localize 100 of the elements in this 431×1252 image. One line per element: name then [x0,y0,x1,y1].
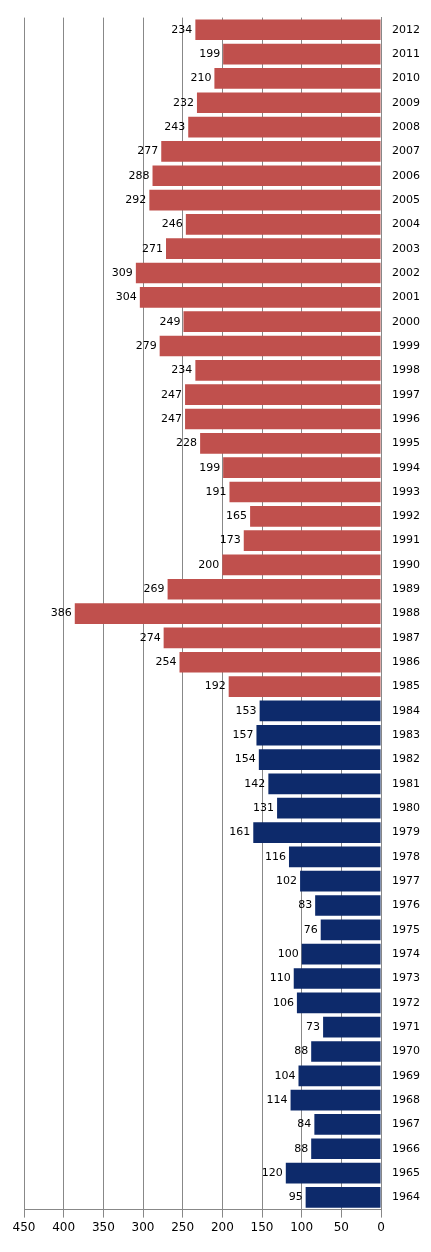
data-label: 200 [198,557,220,571]
data-label: 247 [161,411,183,425]
data-label: 120 [261,1165,283,1179]
data-label: 288 [128,168,150,182]
data-label: 199 [199,46,221,60]
y-tick-label: 1989 [392,582,421,596]
data-label: 271 [142,241,164,255]
y-tick-label: 1993 [392,484,421,498]
data-label: 292 [125,192,147,206]
x-tick-label: 100 [290,1219,314,1234]
y-tick-label: 2001 [392,290,421,304]
data-label: 84 [297,1117,312,1131]
y-tick-label: 1992 [392,509,421,523]
bar [185,384,381,405]
bar [200,432,381,454]
bar [256,724,381,746]
data-label: 386 [50,606,72,620]
y-tick-label: 2011 [392,46,421,60]
y-tick-label: 2007 [392,144,421,158]
y-tick-label: 1967 [392,1117,421,1131]
bar [214,68,381,89]
data-label: 249 [159,314,181,328]
y-tick-label: 2003 [392,241,421,255]
y-tick-label: 1966 [392,1141,421,1155]
y-tick-label: 2008 [392,119,421,133]
y-tick-label: 1988 [392,606,421,620]
bar [161,141,381,162]
bar [196,92,381,114]
y-tick-label: 2006 [392,168,421,182]
data-label: 106 [272,995,294,1009]
bar [305,1187,381,1208]
bar [323,1016,381,1038]
data-label: 142 [244,776,266,790]
bar [149,189,381,211]
bar [152,165,381,187]
bar [311,1138,381,1160]
bar [277,797,381,819]
bar [290,1089,381,1111]
bar [296,992,381,1014]
bar [311,1041,381,1062]
y-tick-label: 2000 [392,314,421,328]
y-tick-label: 1986 [392,655,421,669]
data-label: 114 [266,1092,288,1106]
y-tick-label: 1975 [392,922,421,936]
data-label: 73 [306,1020,321,1034]
data-label: 95 [288,1190,303,1204]
data-label: 304 [115,290,137,304]
data-label: 88 [294,1044,309,1058]
y-tick-label: 1979 [392,825,421,839]
y-tick-label: 1996 [392,411,421,425]
data-label: 154 [234,752,256,766]
y-tick-label: 1973 [392,971,421,985]
y-tick-label: 1991 [392,533,421,547]
data-label: 88 [294,1141,309,1155]
data-label: 104 [274,1068,296,1082]
bar [166,238,381,260]
bar [185,408,381,430]
y-tick-label: 2009 [392,95,421,109]
bar [288,846,381,868]
y-tick-label: 2012 [392,22,421,36]
data-label: 76 [303,922,318,936]
y-tick-label: 1980 [392,801,421,815]
y-tick-label: 1985 [392,679,421,693]
data-label: 254 [155,655,177,669]
x-tick-label: 300 [131,1219,155,1234]
x-tick-label: 250 [171,1219,195,1234]
data-label: 279 [135,338,157,352]
bar [167,578,381,600]
data-label: 246 [161,217,183,231]
bar [301,943,381,965]
data-label: 269 [143,582,165,596]
y-tick-label: 2004 [392,217,421,231]
bar [183,311,381,333]
y-tick-label: 1964 [392,1190,421,1204]
data-label: 192 [204,679,226,693]
bar [298,1065,381,1087]
y-tick-label: 1970 [392,1044,421,1058]
y-tick-label: 1972 [392,995,421,1009]
bar [259,700,381,722]
y-tick-label: 1969 [392,1068,421,1082]
bar [293,968,381,989]
x-tick-label: 50 [333,1219,349,1234]
data-label: 157 [232,728,254,742]
data-label: 199 [199,460,221,474]
bar [258,749,381,770]
x-tick-label: 0 [377,1219,385,1234]
bar [139,287,381,308]
bar [135,262,381,284]
x-tick-label: 400 [52,1219,76,1234]
bar [314,1114,381,1135]
x-tick-label: 450 [12,1219,36,1234]
y-tick-label: 1982 [392,752,421,766]
data-label: 83 [298,898,313,912]
data-label: 228 [176,436,198,450]
y-tick-label: 1978 [392,849,421,863]
y-tick-label: 1987 [392,630,421,644]
y-tick-label: 1965 [392,1165,421,1179]
data-label: 153 [235,703,257,717]
y-tick-label: 1976 [392,898,421,912]
bar [223,43,381,65]
